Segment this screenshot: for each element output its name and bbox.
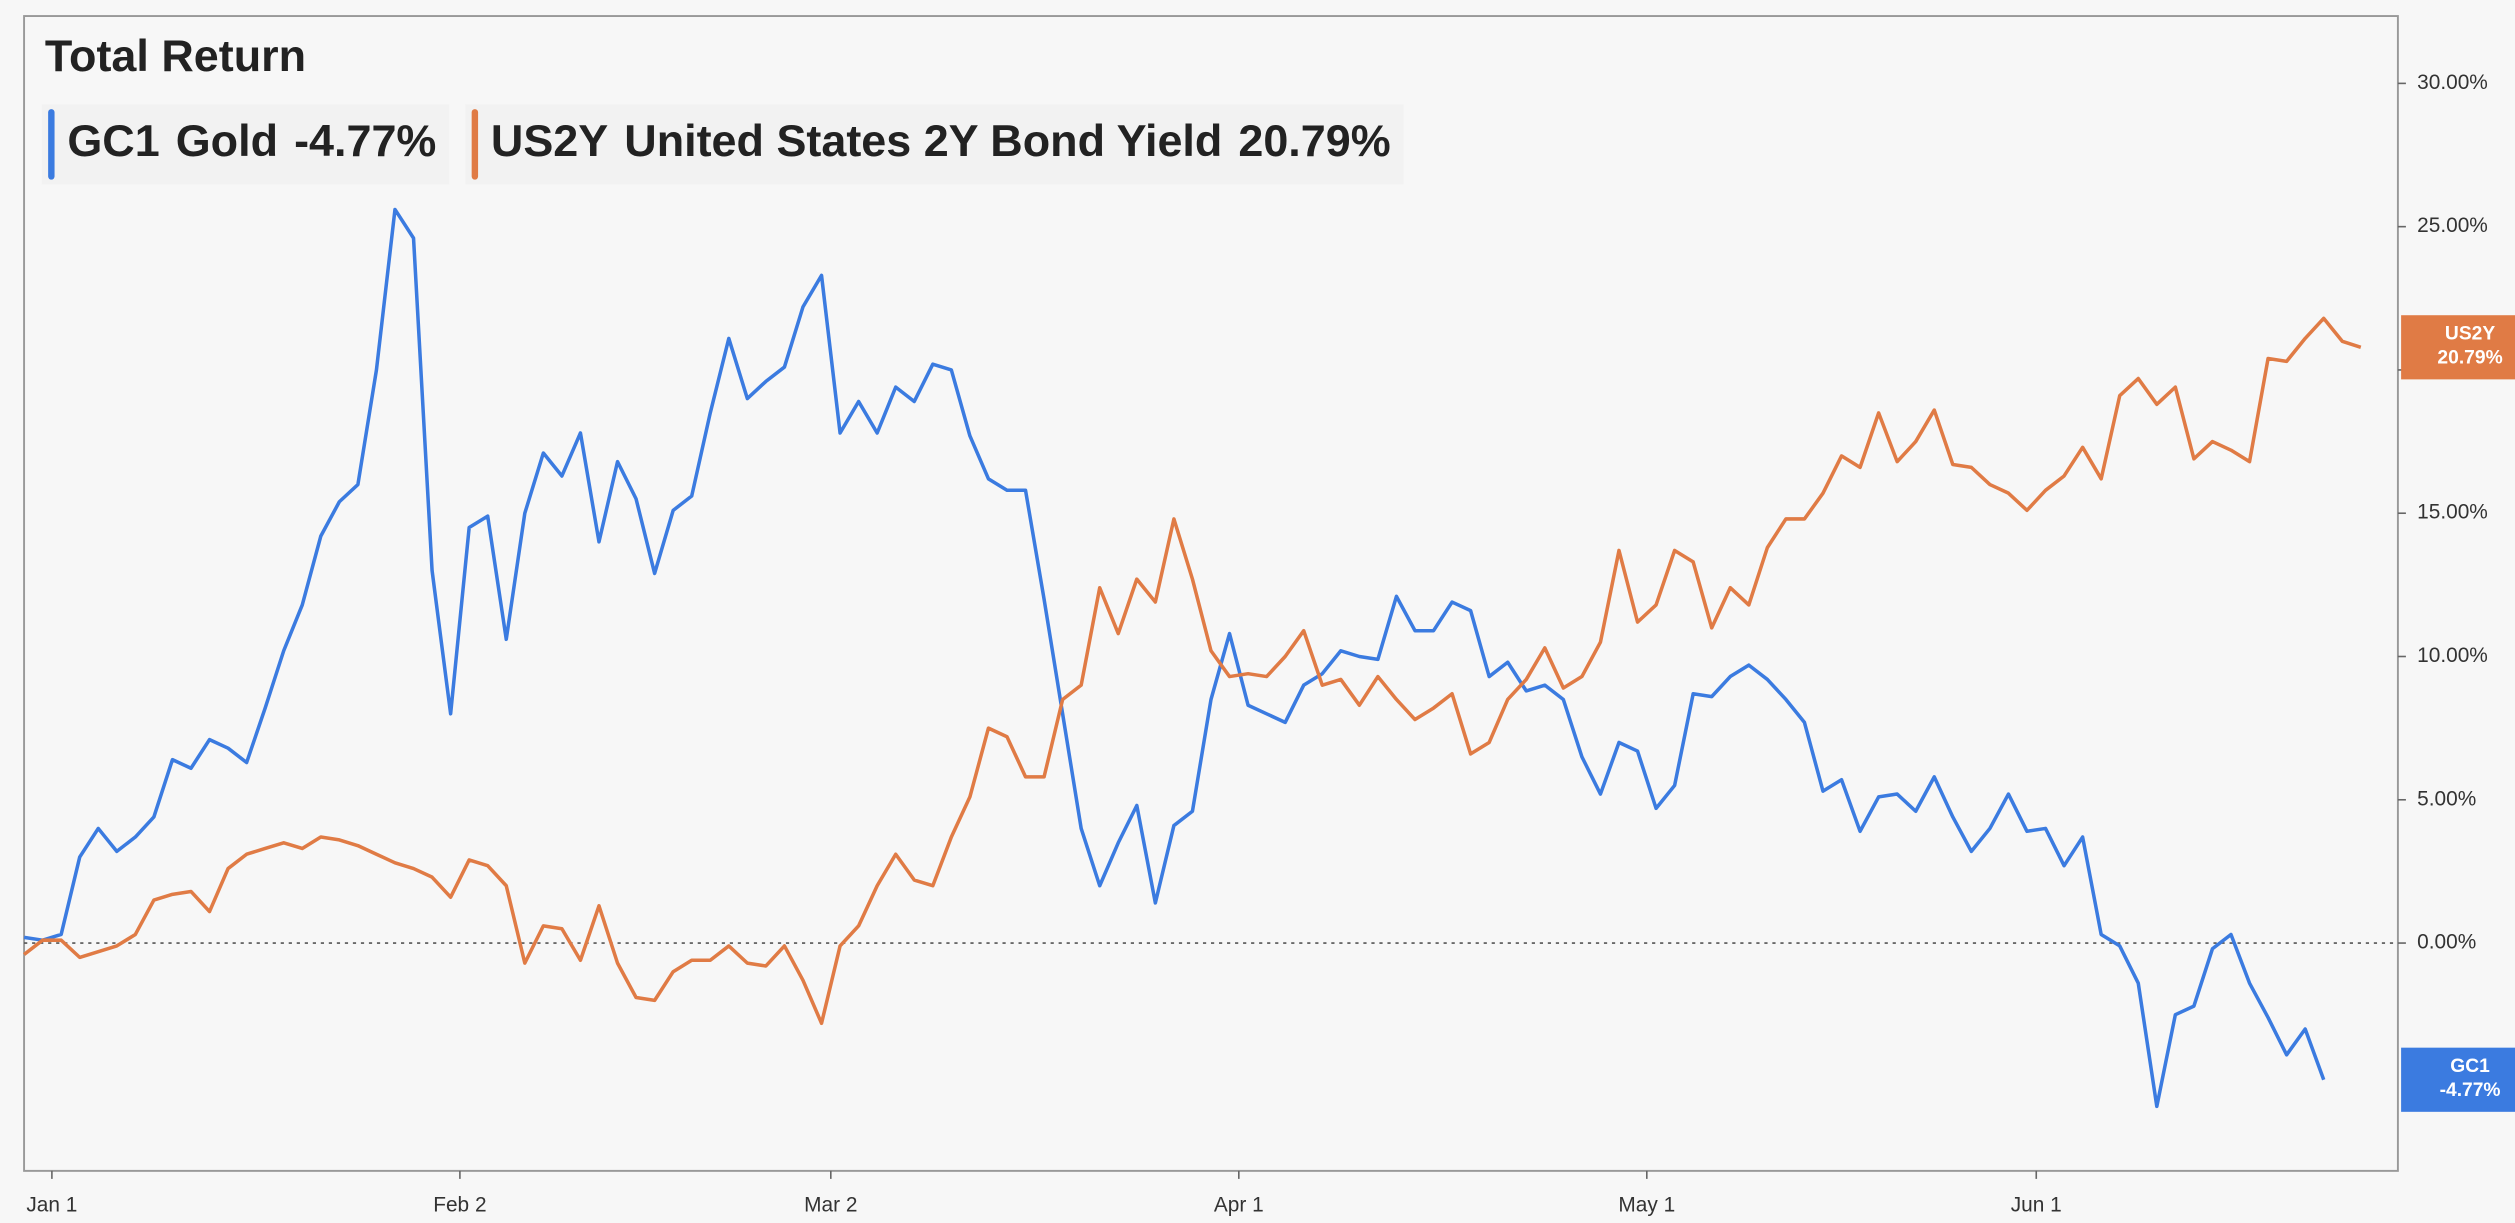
last-value-badge <box>2401 315 2515 380</box>
legend-item: GC1 Gold -4.77% <box>41 104 450 185</box>
series-line <box>22 316 2362 1026</box>
legend-symbol: US2Y <box>491 115 608 166</box>
legend-last-label: -4.77% <box>294 115 436 166</box>
legend-name: United States 2Y Bond Yield <box>624 115 1222 166</box>
legend-bg <box>465 104 1404 185</box>
badge-value: 20.79% <box>2437 348 2502 369</box>
legend-item: US2Y United States 2Y Bond Yield 20.79% <box>465 104 1404 185</box>
x-tick-label: Apr 1 <box>1214 1194 1264 1217</box>
x-tick-label: May 1 <box>1618 1194 1675 1217</box>
legend-swatch <box>48 109 55 180</box>
badge-value: -4.77% <box>2440 1080 2501 1101</box>
legend-bg <box>41 104 450 185</box>
y-tick-label: 0.00% <box>2417 931 2476 954</box>
x-tick-label: Jan 1 <box>26 1194 77 1217</box>
y-tick-label: 10.00% <box>2417 644 2488 667</box>
y-tick-label: 5.00% <box>2417 787 2476 810</box>
legend-swatch <box>471 109 479 180</box>
y-tick-label: 15.00% <box>2417 501 2488 524</box>
y-tick-label: 30.00% <box>2417 71 2488 94</box>
legend-symbol: GC1 <box>67 115 159 166</box>
y-tick-label: 25.00% <box>2417 214 2488 237</box>
legend-name: Gold <box>176 115 278 166</box>
legend-last-label: 20.79% <box>1238 115 1390 166</box>
x-tick-label: Jun 1 <box>2011 1194 2062 1217</box>
badge-symbol: US2Y <box>2445 324 2495 345</box>
plot-frame <box>23 15 2399 1172</box>
badge-symbol: GC1 <box>2450 1056 2490 1077</box>
last-value-badge <box>2401 1047 2515 1112</box>
x-tick-label: Mar 2 <box>804 1194 857 1217</box>
series-line <box>23 207 2326 1109</box>
x-tick-label: Feb 2 <box>433 1194 486 1217</box>
chart-title: Total Return <box>45 30 306 81</box>
